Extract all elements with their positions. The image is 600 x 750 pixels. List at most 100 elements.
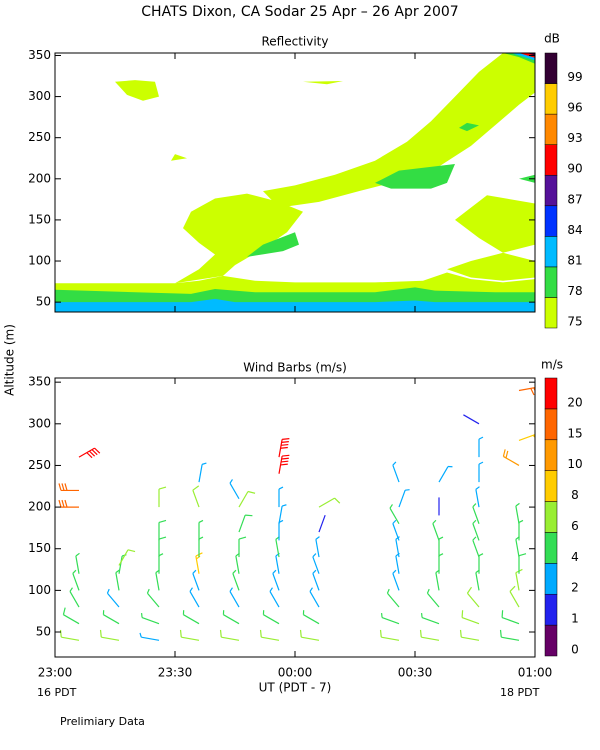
wind-barb (472, 519, 480, 541)
colorbar-tick-label: 99 (567, 70, 582, 84)
colorbar-tick-label: 2 (571, 581, 579, 595)
colorbar-tick-label: 1 (571, 612, 579, 626)
barb-tick (536, 434, 540, 440)
barb-tick (518, 519, 524, 523)
wind-barb (392, 569, 400, 591)
barb-tick (192, 569, 197, 574)
barb-tick (139, 632, 142, 638)
barb-tick (312, 553, 317, 558)
barb-staff (461, 616, 480, 625)
x-axis-label: UT (PDT - 7) (259, 681, 332, 695)
barb-tick (75, 552, 80, 557)
barb-tick (299, 629, 302, 638)
y-tick-label: 200 (28, 171, 51, 185)
barb-tick (386, 588, 390, 594)
barb-staff (461, 636, 480, 641)
barb-staff (198, 464, 203, 483)
barb-tick (115, 569, 120, 574)
barb-staff (392, 573, 400, 591)
barb-staff (278, 505, 283, 524)
barb-tick (281, 443, 289, 446)
barb-staff (69, 591, 80, 608)
x-tick-label: 00:30 (398, 666, 433, 680)
barb-staff (75, 555, 80, 574)
barb-tick (69, 587, 73, 592)
barb-staff (501, 636, 520, 641)
contour-region (247, 232, 299, 257)
wind-barb (419, 629, 440, 641)
barb-staff (118, 555, 123, 574)
wind-barb (102, 610, 120, 625)
colorbar-segment (544, 624, 558, 657)
barb-staff (386, 592, 400, 608)
barb-tick (106, 588, 110, 594)
wind-barb (139, 632, 160, 641)
barb-tick (201, 462, 207, 465)
wind-barb (198, 519, 204, 541)
wind-barb (69, 587, 80, 608)
colorbar-segment (544, 439, 558, 471)
barb-tick (420, 613, 423, 618)
panel-title: Wind Barbs (m/s) (243, 361, 347, 375)
barb-tick (502, 449, 506, 457)
barb-tick (472, 503, 477, 508)
wind-barb (478, 461, 484, 483)
panel-title: Reflectivity (261, 35, 328, 49)
colorbar-segment (544, 470, 558, 502)
barb-tick (281, 504, 287, 507)
wind-barb (312, 569, 320, 591)
barb-staff (103, 614, 120, 625)
barb-staff (261, 636, 280, 641)
barb-staff (118, 549, 129, 566)
barb-staff (432, 523, 440, 541)
wind-barb (158, 553, 164, 574)
barb-staff (421, 636, 440, 641)
barb-tick (478, 461, 484, 465)
barb-tick (438, 536, 444, 540)
wind-barb (463, 414, 480, 425)
wind-barb (75, 552, 80, 574)
contour-region (459, 122, 479, 132)
wind-barb (459, 629, 480, 641)
barb-tick (59, 629, 62, 638)
y-tick-label: 350 (28, 48, 51, 62)
x-tick-label: 01:00 (518, 666, 553, 680)
colorbar-segment (544, 144, 558, 176)
barb-tick (282, 454, 290, 457)
barb-staff (235, 555, 240, 574)
barb-tick (392, 461, 397, 466)
barb-tick (198, 536, 204, 540)
wind-barb (115, 569, 120, 591)
wind-barb (501, 610, 520, 625)
barb-staff (515, 505, 520, 524)
barb-staff (181, 636, 200, 641)
wind-barb (315, 536, 320, 558)
barb-staff (106, 592, 120, 608)
wind-barb (379, 629, 400, 641)
contour-region (519, 174, 535, 183)
barb-tick (380, 613, 383, 618)
barb-tick (272, 569, 277, 574)
contour-region (527, 53, 535, 56)
barb-staff (303, 614, 320, 625)
colorbar-segment (544, 377, 558, 410)
wind-barb (140, 613, 160, 625)
wind-barb (198, 462, 207, 483)
barb-staff (63, 614, 80, 625)
colorbar-segment (544, 205, 558, 237)
barb-staff (192, 489, 200, 508)
contour-region (175, 193, 303, 284)
barb-staff (501, 616, 520, 625)
y-tick-label: 100 (28, 583, 51, 597)
barb-staff (141, 616, 160, 625)
barb-tick (179, 629, 182, 638)
barb-staff (101, 636, 120, 641)
barb-staff (381, 616, 400, 625)
barb-staff (426, 592, 440, 608)
barb-tick (509, 585, 516, 592)
barb-tick (61, 499, 65, 508)
barb-staff (509, 591, 520, 608)
barb-staff (232, 573, 240, 591)
colorbar-segment (544, 532, 558, 564)
